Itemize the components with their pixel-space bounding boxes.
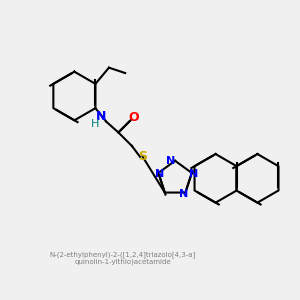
Text: N-(2-ethylphenyl)-2-([1,2,4]triazolo[4,3-a]
quinolin-1-ylthio)acetamide: N-(2-ethylphenyl)-2-([1,2,4]triazolo[4,3… bbox=[50, 251, 196, 265]
Text: O: O bbox=[128, 111, 139, 124]
Text: N: N bbox=[155, 169, 164, 179]
Text: S: S bbox=[138, 150, 147, 163]
Text: N: N bbox=[188, 169, 198, 179]
Text: N: N bbox=[179, 189, 189, 199]
Text: N: N bbox=[167, 156, 176, 166]
Text: H: H bbox=[91, 119, 100, 129]
Text: N: N bbox=[96, 110, 106, 123]
